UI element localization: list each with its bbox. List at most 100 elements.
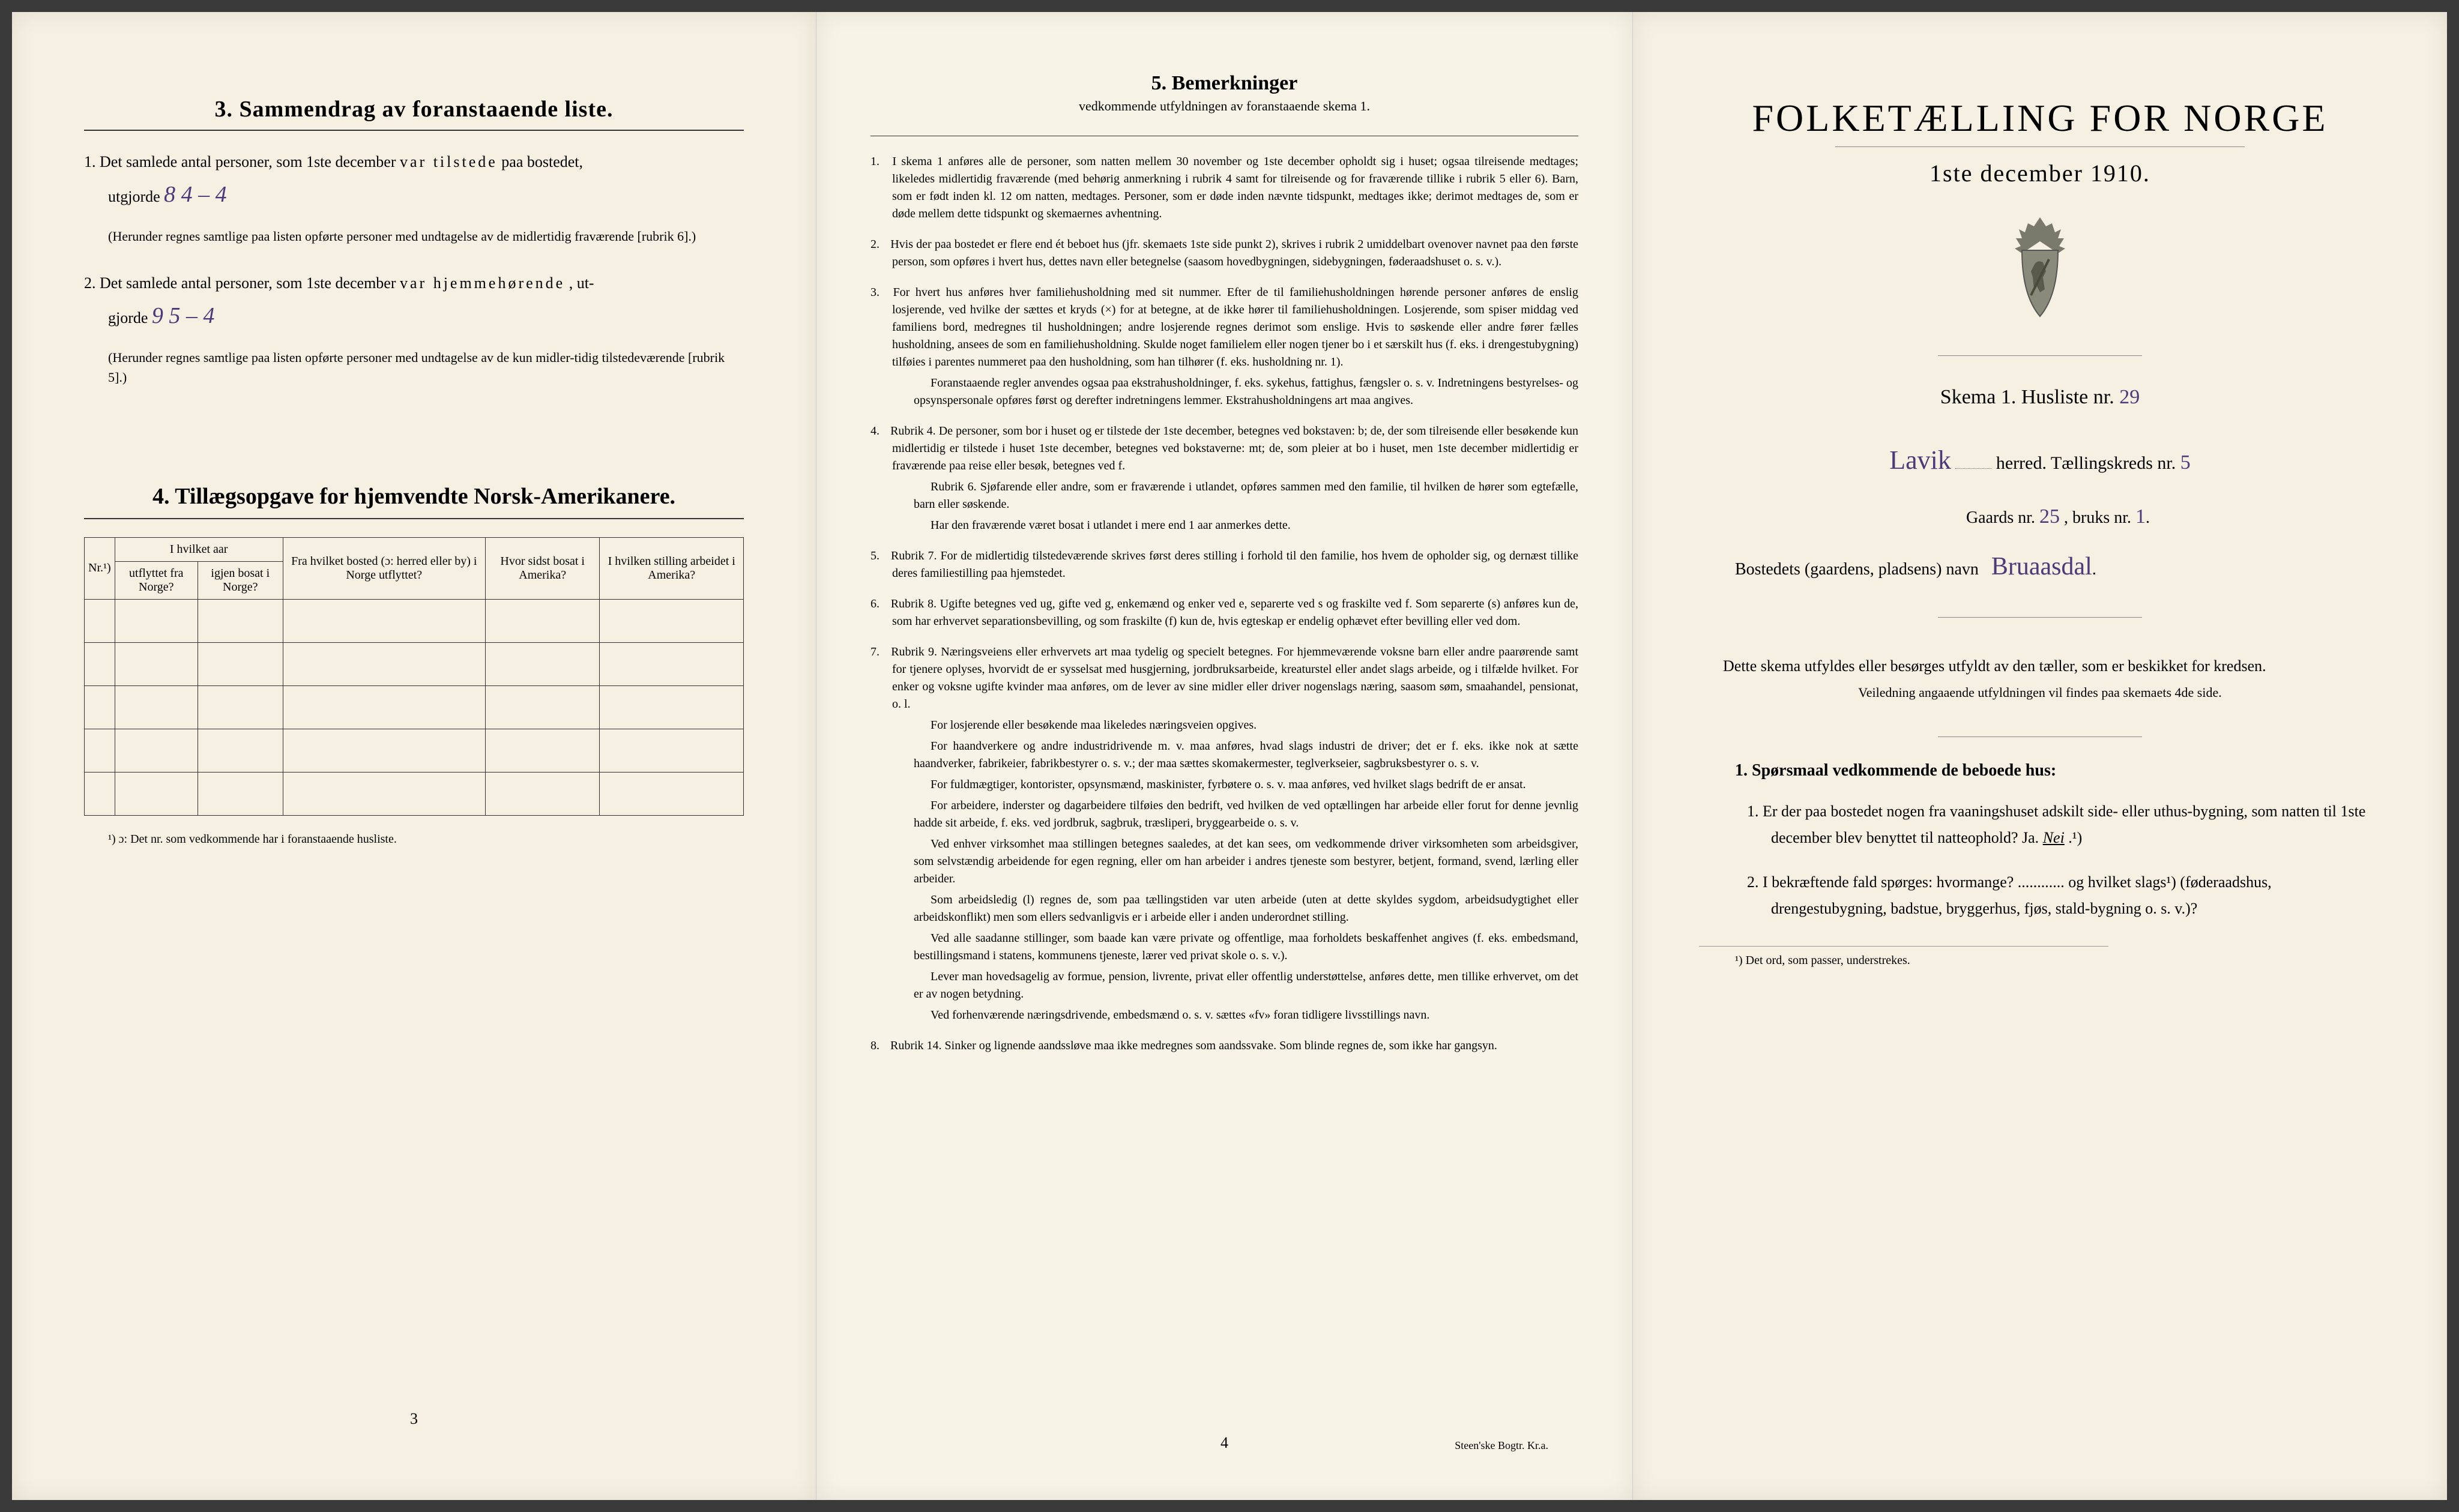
mid-rule [1938, 617, 2143, 618]
remark-8: 8. Rubrik 14. Sinker og lignende aandssl… [870, 1037, 1578, 1055]
item1-bold: var tilstede [400, 153, 498, 170]
table-row [85, 599, 744, 642]
remark-7h: Lever man hovedsagelig av formue, pensio… [892, 968, 1578, 1003]
th-utflyttet: utflyttet fra Norge? [115, 561, 198, 599]
bruks-label: , bruks nr. [2064, 508, 2131, 527]
page-left: 3. Sammendrag av foranstaaende liste. 1.… [12, 12, 816, 1500]
remark-1: 1. I skema 1 anføres alle de personer, s… [870, 153, 1578, 223]
remark-3a: Foranstaaende regler anvendes ogsaa paa … [892, 375, 1578, 409]
page-right: FOLKETÆLLING FOR NORGE 1ste december 191… [1633, 12, 2447, 1500]
remark-7b: For haandverkere og andre industridriven… [892, 738, 1578, 773]
coat-of-arms-icon [1992, 211, 2088, 331]
footnote-3: ¹) Det ord, som passer, understrekes. [1699, 946, 2108, 968]
question-heading: 1. Spørsmaal vedkommende de beboede hus: [1735, 761, 2381, 780]
item1-handwritten: 8 4 – 4 [164, 182, 227, 207]
bruks-nr: 1 [2135, 505, 2146, 528]
gaard-label: Gaards nr. [1966, 508, 2035, 527]
page-number: 3 [410, 1410, 418, 1428]
section4-title: 4. Tillægsopgave for hjemvendte Norsk-Am… [84, 483, 744, 510]
remark-7i: Ved forhenværende næringsdrivende, embed… [892, 1007, 1578, 1024]
gaard-nr: 25 [2039, 505, 2060, 528]
skema-label: Skema 1. Husliste nr. [1940, 386, 2114, 408]
item2-bold: var hjemmehørende [400, 274, 565, 292]
remark-7f: Som arbeidsledig (l) regnes de, som paa … [892, 891, 1578, 926]
th-stilling: I hvilken stilling arbeidet i Amerika? [600, 537, 744, 599]
skema-line: Skema 1. Husliste nr. 29 [1699, 386, 2381, 409]
remark-7e: Ved enhver virksomhet maa stillingen bet… [892, 836, 1578, 888]
item2-handwritten: 9 5 – 4 [152, 303, 215, 328]
main-subtitle: 1ste december 1910. [1699, 159, 2381, 187]
census-document: 3. Sammendrag av foranstaaende liste. 1.… [12, 12, 2447, 1500]
footnote-3-text: ¹) Det ord, som passer, understrekes. [1735, 954, 1910, 967]
item2-line2: gjorde [108, 309, 152, 327]
title-rule [1835, 146, 2245, 147]
section5-subtitle: vedkommende utfyldningen av foranstaaend… [870, 98, 1578, 114]
item1-paren: (Herunder regnes samtlige paa listen opf… [84, 226, 744, 246]
printer-credit: Steen'ske Bogtr. Kr.a. [1455, 1439, 1548, 1452]
table-row [85, 729, 744, 772]
remark-3-text: For hvert hus anføres hver familiehushol… [892, 286, 1578, 369]
remark-5: 5. Rubrik 7. For de midlertidig tilstede… [870, 547, 1578, 582]
item2-text-a: 2. Det samlede antal personer, som 1ste … [84, 274, 400, 292]
remark-7-text: Rubrik 9. Næringsveiens eller erhvervets… [891, 645, 1578, 711]
kreds-nr: 5 [2180, 451, 2191, 474]
remark-7: 7. Rubrik 9. Næringsveiens eller erhverv… [870, 643, 1578, 1024]
th-bosted: Fra hvilket bosted (ɔ: herred eller by) … [283, 537, 485, 599]
amerikanere-table: Nr.¹) I hvilket aar Fra hvilket bosted (… [84, 537, 744, 816]
divider-2 [84, 518, 744, 519]
question-1: 1. Er der paa bostedet nogen fra vaaning… [1699, 798, 2381, 851]
page-number-2: 4 [1220, 1434, 1228, 1452]
instruction-1: Dette skema utfyldes eller besørges utfy… [1699, 654, 2381, 679]
remark-8-text: Rubrik 14. Sinker og lignende aandssløve… [890, 1039, 1497, 1052]
table-row [85, 685, 744, 729]
bosted-line: Bostedets (gaardens, pladsens) navn Brua… [1699, 552, 2381, 581]
remark-6: 6. Rubrik 8. Ugifte betegnes ved ug, gif… [870, 595, 1578, 630]
remark-1-text: I skema 1 anføres alle de personer, som … [892, 155, 1578, 220]
remark-4: 4. Rubrik 4. De personer, som bor i huse… [870, 423, 1578, 534]
remark-4-text: Rubrik 4. De personer, som bor i huset o… [890, 424, 1578, 472]
section5-title: 5. Bemerkninger [870, 72, 1578, 95]
item2-text-b: , ut- [569, 274, 594, 292]
remark-5-text: Rubrik 7. For de midlertidig tilstedevær… [891, 549, 1578, 580]
summary-item-1: 1. Det samlede antal personer, som 1ste … [84, 149, 744, 214]
remark-7a: For losjerende eller besøkende maa likel… [892, 717, 1578, 734]
remark-7g: Ved alle saadanne stillinger, som baade … [892, 930, 1578, 965]
bosted-name: Bruaasdal [1991, 553, 2092, 580]
main-title: FOLKETÆLLING FOR NORGE [1699, 96, 2381, 140]
remark-4a: Rubrik 6. Sjøfarende eller andre, som er… [892, 478, 1578, 513]
remark-2: 2. Hvis der paa bostedet er flere end ét… [870, 236, 1578, 271]
question-2: 2. I bekræftende fald spørges: hvormange… [1699, 869, 2381, 922]
divider [84, 130, 744, 131]
herred-name: Lavik [1889, 445, 1951, 475]
item1-text-b: paa bostedet, [501, 153, 583, 170]
remark-2-text: Hvis der paa bostedet er flere end ét be… [890, 238, 1578, 268]
table-row [85, 772, 744, 815]
mid-rule-2 [1938, 736, 2143, 737]
th-igjen: igjen bosat i Norge? [198, 561, 283, 599]
husliste-nr: 29 [2119, 386, 2140, 408]
q1-suffix: .¹) [2068, 829, 2082, 846]
table-row [85, 642, 744, 685]
remark-4b: Har den fraværende været bosat i utlande… [892, 517, 1578, 534]
q1-nei: Nei [2043, 829, 2065, 846]
item1-text-a: 1. Det samlede antal personer, som 1ste … [84, 153, 400, 170]
remark-7d: For arbeidere, inderster og dagarbeidere… [892, 797, 1578, 832]
herred-label: herred. Tællingskreds nr. [1996, 453, 2176, 473]
footnote-1: ¹) ɔ: Det nr. som vedkommende har i fora… [84, 833, 744, 846]
crest-rule [1938, 355, 2143, 356]
remark-6-text: Rubrik 8. Ugifte betegnes ved ug, gifte … [891, 597, 1578, 628]
th-aar: I hvilket aar [115, 537, 283, 561]
gaard-line: Gaards nr. 25 , bruks nr. 1. [1699, 505, 2381, 528]
herred-line: Lavik herred. Tællingskreds nr. 5 [1699, 445, 2381, 475]
instruction-2: Veiledning angaaende utfyldningen vil fi… [1699, 685, 2381, 700]
page-center: 5. Bemerkninger vedkommende utfyldningen… [816, 12, 1633, 1500]
bosted-label: Bostedets (gaardens, pladsens) navn [1735, 560, 1979, 579]
th-amerika: Hvor sidst bosat i Amerika? [485, 537, 600, 599]
remark-3: 3. For hvert hus anføres hver familiehus… [870, 284, 1578, 409]
item2-paren: (Herunder regnes samtlige paa listen opf… [84, 348, 744, 387]
remarks-list: 1. I skema 1 anføres alle de personer, s… [870, 153, 1578, 1055]
section3-title: 3. Sammendrag av foranstaaende liste. [84, 96, 744, 122]
summary-item-2: 2. Det samlede antal personer, som 1ste … [84, 270, 744, 336]
remark-7c: For fuldmægtiger, kontorister, opsynsmæn… [892, 776, 1578, 794]
item1-line2: utgjorde [108, 188, 164, 205]
